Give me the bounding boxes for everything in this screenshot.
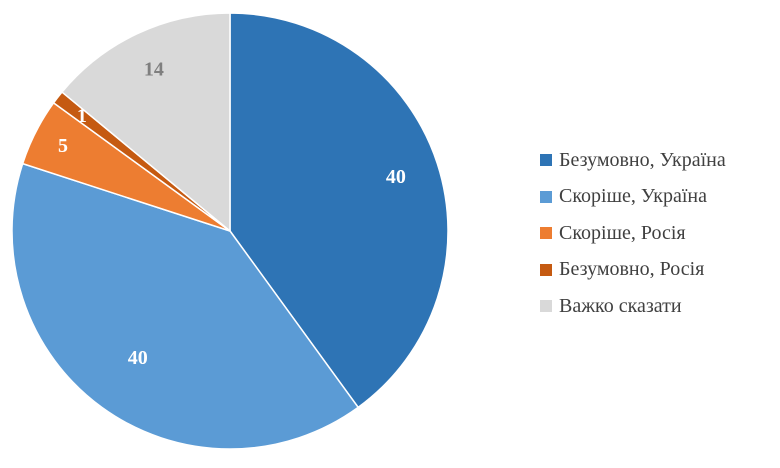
slice-data-label: 40 xyxy=(128,347,148,369)
legend-item: Важко сказати xyxy=(540,288,775,325)
pie-slice xyxy=(11,162,360,450)
legend-item: Безумовно, Україна xyxy=(540,142,775,179)
legend-label: Безумовно, Україна xyxy=(559,148,726,171)
legend-label: Скоріше, Україна xyxy=(559,185,708,208)
legend-swatch xyxy=(540,227,552,240)
pie-slice xyxy=(60,12,231,233)
slice-data-label: 40 xyxy=(386,166,406,188)
slice-data-label: 1 xyxy=(77,105,87,127)
legend: Безумовно, Україна Скоріше, Україна Скор… xyxy=(540,142,775,325)
legend-swatch xyxy=(540,190,552,203)
legend-item: Безумовно, Росія xyxy=(540,252,775,289)
legend-item: Скоріше, Росія xyxy=(540,215,775,252)
legend-swatch xyxy=(540,154,552,167)
legend-label: Скоріше, Росія xyxy=(559,221,686,244)
legend-swatch xyxy=(540,300,552,313)
legend-item: Скоріше, Україна xyxy=(540,179,775,216)
slice-data-label: 5 xyxy=(58,135,68,157)
slice-data-label: 14 xyxy=(144,58,164,80)
legend-label: Важко сказати xyxy=(559,294,682,317)
pie-slice xyxy=(229,12,449,409)
legend-swatch xyxy=(540,263,552,276)
legend-label: Безумовно, Росія xyxy=(559,258,705,281)
